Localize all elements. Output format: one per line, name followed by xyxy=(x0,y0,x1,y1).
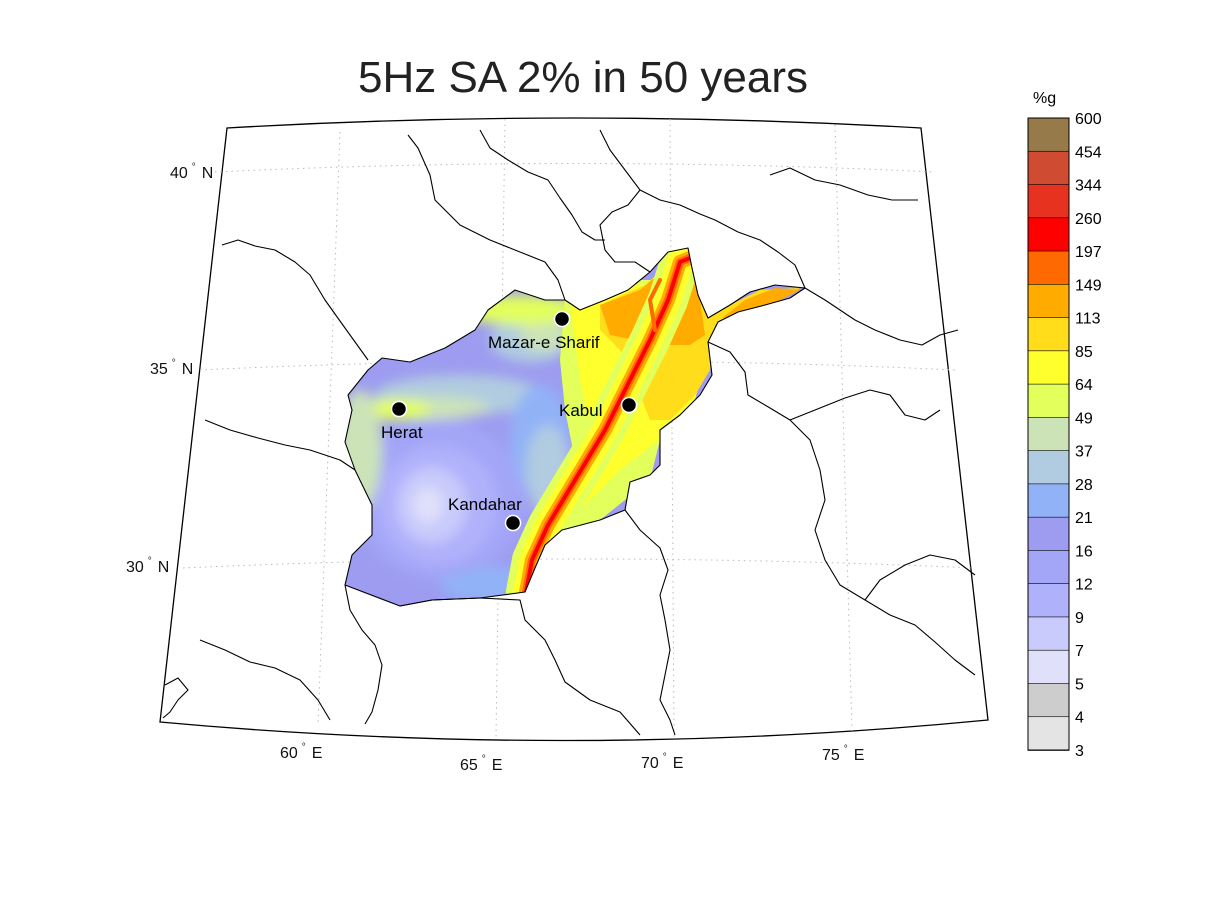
lon-tick-65: 65 ° E xyxy=(460,754,502,774)
colorbar-band-64 xyxy=(1027,383,1070,419)
colorbar-band-113 xyxy=(1027,317,1070,352)
city-label-herat: Herat xyxy=(381,423,423,442)
colorbar-band-37 xyxy=(1027,450,1070,485)
colorbar: %g 6004543442601971491138564493728211612… xyxy=(1027,90,1102,760)
colorbar-level-label: 64 xyxy=(1075,377,1093,394)
city-label-kandahar: Kandahar xyxy=(448,495,522,514)
colorbar-band-28 xyxy=(1027,483,1070,518)
city-dot-kabul xyxy=(620,396,638,414)
map-title: 5Hz SA 2% in 50 years xyxy=(358,53,808,102)
colorbar-level-label: 197 xyxy=(1075,244,1102,261)
city-markers: Mazar-e Sharif Kabul Herat Kandahar xyxy=(381,310,638,532)
colorbar-level-label: 21 xyxy=(1075,510,1093,527)
city-label-kabul: Kabul xyxy=(559,401,602,420)
city-dot-herat xyxy=(390,400,408,418)
hazard-contours xyxy=(345,248,805,606)
colorbar-band-344 xyxy=(1027,184,1070,219)
longitude-ticks: 60 ° E 65 ° E 70 ° E 75 ° E xyxy=(280,742,864,774)
colorbar-level-label: 12 xyxy=(1075,577,1093,594)
colorbar-band-600 xyxy=(1027,117,1070,153)
latitude-ticks: 40 ° N 35 ° N 30 ° N xyxy=(126,162,213,576)
colorbar-level-label: 600 xyxy=(1075,111,1102,128)
lon-tick-60: 60 ° E xyxy=(280,742,322,762)
colorbar-band-4 xyxy=(1027,716,1070,751)
colorbar-frame xyxy=(1027,117,1070,751)
colorbar-level-label: 5 xyxy=(1075,676,1084,693)
colorbar-labels: 600 454 344 260 197 149 113 85 64 49 37 28 21 16 12 9 7 5… xyxy=(1075,111,1102,760)
colorbar-band-149 xyxy=(1027,284,1070,319)
colorbar-band-49 xyxy=(1027,417,1070,452)
colorbar-level-label: 113 xyxy=(1075,311,1101,328)
colorbar-band-12 xyxy=(1027,583,1070,618)
colorbar-band-9 xyxy=(1027,616,1070,652)
lat-tick-30: 30 ° N xyxy=(126,556,169,576)
colorbar-band-260 xyxy=(1027,217,1070,252)
colorbar-unit: %g xyxy=(1033,90,1056,107)
lon-tick-75: 75 ° E xyxy=(822,744,864,764)
colorbar-band-16 xyxy=(1027,550,1070,585)
colorbar-level-label: 9 xyxy=(1075,610,1084,627)
colorbar-level-label: 28 xyxy=(1075,477,1093,494)
afghanistan-border xyxy=(344,247,806,607)
colorbar-band-7 xyxy=(1027,649,1070,685)
colorbar-level-label: 16 xyxy=(1075,543,1093,560)
colorbar-level-label: 85 xyxy=(1075,344,1093,361)
country-borders xyxy=(162,129,976,736)
colorbar-bands xyxy=(1027,117,1070,751)
colorbar-band-454 xyxy=(1027,150,1070,186)
city-dot-kandahar xyxy=(504,514,522,532)
colorbar-level-label: 454 xyxy=(1075,144,1102,161)
colorbar-level-label: 7 xyxy=(1075,643,1084,660)
colorbar-band-85 xyxy=(1027,350,1070,385)
colorbar-level-label: 149 xyxy=(1075,277,1102,294)
lat-tick-40: 40 ° N xyxy=(170,162,213,182)
lat-tick-35: 35 ° N xyxy=(150,358,193,378)
colorbar-band-5 xyxy=(1027,683,1070,718)
colorbar-level-label: 344 xyxy=(1075,178,1102,195)
colorbar-band-21 xyxy=(1027,516,1070,552)
city-label-mazar-e-sharif: Mazar-e Sharif xyxy=(488,333,600,352)
colorbar-level-label: 3 xyxy=(1075,743,1084,760)
colorbar-level-label: 4 xyxy=(1075,710,1084,727)
colorbar-level-label: 260 xyxy=(1075,211,1102,228)
colorbar-level-label: 37 xyxy=(1075,444,1093,461)
lon-tick-70: 70 ° E xyxy=(641,752,683,772)
colorbar-level-label: 49 xyxy=(1075,410,1093,427)
city-dot-mazar-e-sharif xyxy=(553,310,571,328)
colorbar-band-197 xyxy=(1027,250,1070,286)
